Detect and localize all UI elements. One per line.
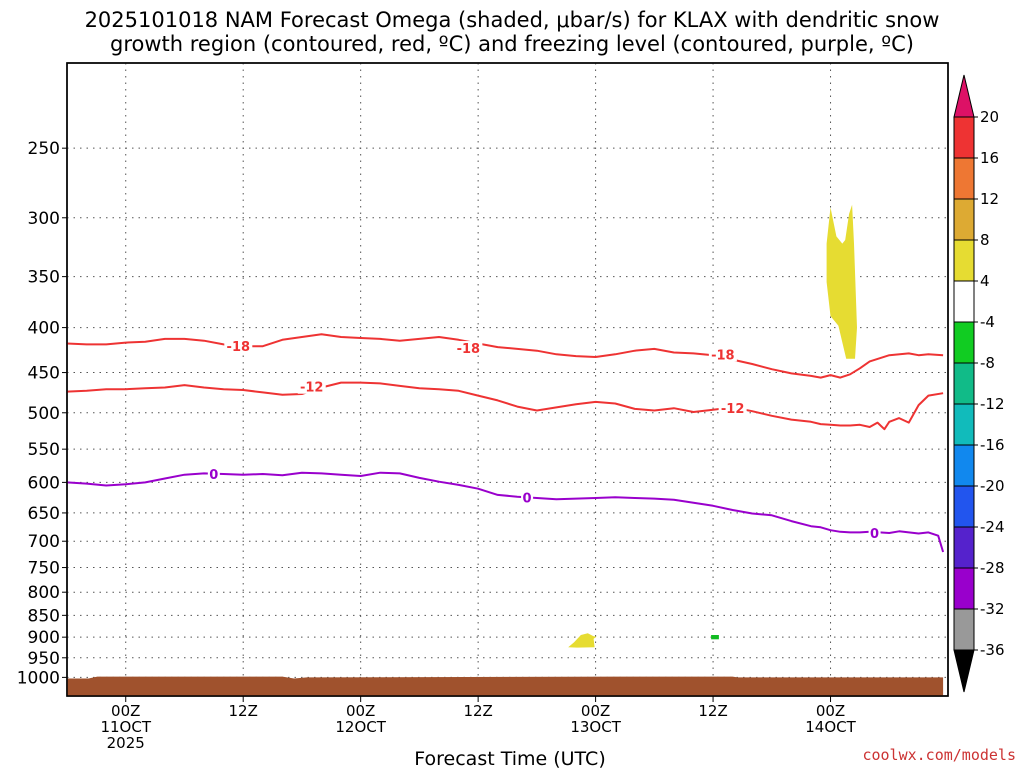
y-tick-label: 1000 [17, 668, 60, 688]
colorbar-segment [953, 403, 975, 446]
contour-label-bg [868, 525, 881, 540]
y-tick-label: 800 [28, 583, 60, 603]
y-tick-label: 500 [28, 404, 60, 424]
omega-shading [568, 204, 857, 648]
colorbar-segment [953, 157, 975, 200]
y-tick-label: 550 [28, 440, 60, 460]
colorbar-segment [953, 239, 975, 282]
chart-title-line-1: 2025101018 NAM Forecast Omega (shaded, μ… [85, 8, 940, 32]
x-tick-label: 00Z [581, 702, 610, 720]
y-tick-label: 600 [28, 473, 60, 493]
colorbar-label: 20 [980, 108, 999, 126]
credit-text: coolwx.com/models [862, 746, 1016, 764]
colorbar-label: 12 [980, 190, 999, 208]
x-axis-title: Forecast Time (UTC) [414, 748, 605, 768]
colorbar-segment [953, 444, 975, 487]
colorbar-segment [953, 321, 975, 364]
contour-label--12: -12 [721, 402, 745, 417]
contour-label-0: 0 [870, 527, 879, 542]
chart-title-line-2: growth region (contoured, red, ºC) and f… [110, 32, 914, 56]
colorbar: 20 16 12 8 4 -4 -8 -12 -16 -20 -24 -28 -32 -36 [953, 74, 1005, 693]
contour-label-bg [297, 379, 326, 394]
contour-label--18: -18 [711, 348, 735, 363]
contour-label-0: 0 [523, 491, 532, 506]
contour-label--18: -18 [457, 342, 481, 357]
x-tick-label: 2025 [107, 734, 145, 752]
terrain-fill [67, 676, 944, 696]
x-tick-label: 00Z [816, 702, 845, 720]
colorbar-label: -36 [980, 641, 1005, 659]
colorbar-label: -4 [980, 313, 995, 331]
y-tick-label: 400 [28, 319, 60, 339]
colorbar-bottom-arrow [953, 649, 975, 693]
x-tick-label: 12OCT [335, 718, 386, 736]
contour-line--12 [67, 381, 944, 431]
colorbar-segment [953, 362, 975, 405]
contour-label-bg [207, 467, 220, 482]
y-tick-label: 250 [28, 139, 60, 159]
contour-label-0: 0 [209, 468, 218, 483]
y-tick-label: 300 [28, 209, 60, 229]
colorbar-label: 4 [980, 272, 990, 290]
contour-label-bg [708, 347, 737, 362]
y-axis-ticks: 2503003504004505005506006507007508008509… [17, 139, 67, 688]
colorbar-label: 8 [980, 231, 990, 249]
colorbar-segment [953, 280, 975, 323]
y-tick-label: 700 [28, 532, 60, 552]
x-tick-label: 12Z [229, 702, 258, 720]
x-tick-label: 12Z [463, 702, 492, 720]
x-tick-label: 00Z [346, 702, 375, 720]
contour-label--18: -18 [227, 340, 251, 355]
grid-lines [67, 63, 948, 696]
colorbar-segment [953, 608, 975, 651]
x-tick-label: 11OCT [100, 718, 151, 736]
colorbar-segment [953, 526, 975, 569]
colorbar-label: -28 [980, 559, 1005, 577]
y-tick-label: 850 [28, 606, 60, 626]
plot-area: -18 -18 -18 -12 -12 0 0 0 250 300 350 400 450 500 550… [17, 62, 949, 752]
colorbar-segment [953, 485, 975, 528]
y-tick-label: 650 [28, 504, 60, 524]
y-tick-label: 450 [28, 364, 60, 384]
contour-line-0 [67, 471, 945, 553]
omega-neg4to-8-cell [711, 635, 719, 640]
x-tick-label: 14OCT [805, 718, 856, 736]
colorbar-label: 16 [980, 149, 999, 167]
y-tick-label: 950 [28, 649, 60, 669]
colorbar-label: -24 [980, 518, 1005, 536]
y-tick-label: 350 [28, 268, 60, 288]
colorbar-label: -20 [980, 477, 1005, 495]
x-tick-label: 13OCT [570, 718, 621, 736]
colorbar-segment [953, 567, 975, 610]
omega-4to8-lowlevel [568, 633, 597, 648]
colorbar-label: -8 [980, 354, 995, 372]
colorbar-label: -12 [980, 395, 1005, 413]
contour-label--12: -12 [300, 381, 324, 396]
x-tick-label: 00Z [111, 702, 140, 720]
colorbar-segment [953, 116, 975, 159]
colorbar-label: -16 [980, 436, 1005, 454]
contour-label-bg [224, 339, 253, 354]
contour-label-bg [454, 341, 483, 356]
contour-label-bg [718, 401, 747, 416]
colorbar-label: -32 [980, 600, 1005, 618]
colorbar-segment [953, 198, 975, 241]
y-tick-label: 900 [28, 628, 60, 648]
contour-lines: -18 -18 -18 -12 -12 0 0 0 [67, 333, 945, 553]
plot-frame [66, 62, 949, 697]
x-tick-label: 12Z [698, 702, 727, 720]
omega-4to8-upper-ridge [826, 204, 857, 359]
terrain [67, 676, 944, 696]
plot-border [66, 62, 949, 697]
colorbar-top-arrow [953, 74, 975, 118]
y-tick-label: 750 [28, 559, 60, 579]
contour-label-bg [521, 490, 534, 505]
